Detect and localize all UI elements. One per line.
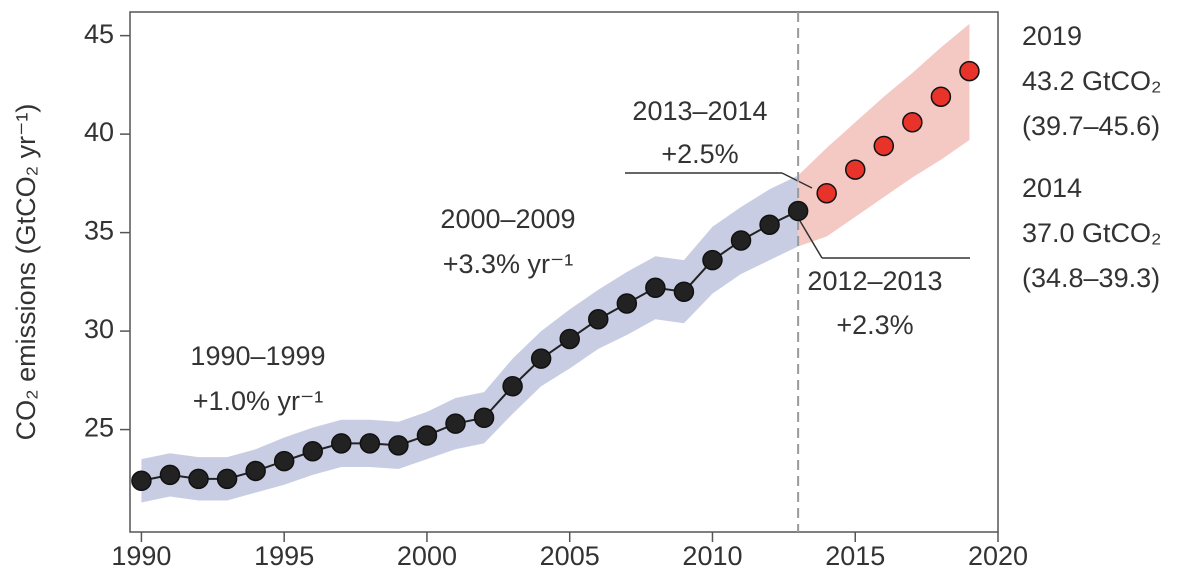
data-point [730,230,752,251]
data-point [159,464,181,486]
annotation: 2012–2013 [807,266,942,296]
data-point [530,348,552,369]
data-point [873,135,895,157]
x-tick-label: 2015 [825,541,885,571]
data-point [273,450,295,472]
data-point [416,425,438,446]
y-tick-label: 35 [84,216,114,246]
annotation: 1990–1999 [190,341,325,371]
annotation: +2.5% [661,139,738,169]
data-point [816,182,837,204]
annotation: +3.3% yr⁻¹ [443,249,574,279]
data-point [559,328,580,350]
data-point [502,375,523,397]
annotation: 2019 [1022,21,1082,51]
data-point [188,468,209,490]
data-point [588,309,609,330]
data-point [673,281,695,302]
annotation: (34.8–39.3) [1022,263,1160,293]
data-point [245,460,266,482]
data-point [216,468,238,490]
data-point [302,440,323,462]
annotation: +1.0% yr⁻¹ [193,386,324,416]
y-tick-label: 30 [84,314,114,344]
x-tick-label: 2020 [968,541,1028,571]
leader-line [781,172,813,189]
annotation: 2013–2014 [632,96,767,126]
x-tick-label: 2010 [682,541,742,571]
uncertainty-band [141,175,799,503]
data-point [645,277,666,299]
annotation: 2000–2009 [440,204,575,234]
data-point [902,112,923,133]
annotation: 43.2 GtCO₂ [1022,66,1162,96]
y-axis-label: CO₂ emissions (GtCO₂ yr⁻¹) [11,104,41,441]
data-point [959,60,980,82]
annotation: +2.3% [836,310,913,340]
annotation: 2014 [1022,173,1082,203]
data-point [702,249,723,271]
x-tick-label: 1995 [254,541,314,571]
data-point [616,293,638,314]
leader-line [799,220,823,259]
y-tick-label: 40 [84,117,114,147]
bands [141,23,970,503]
x-tick-label: 1990 [111,541,171,571]
data-point [445,413,466,434]
data-point [844,159,866,180]
data-point [388,435,409,456]
data-point [930,86,952,107]
x-tick-label: 2000 [397,541,457,571]
annotation: (39.7–45.6) [1022,111,1160,141]
y-tick-label: 45 [84,19,114,49]
data-point [787,200,809,222]
data-point [131,470,152,492]
data-point [331,433,352,454]
data-point [473,407,495,429]
data-point [759,214,780,235]
annotation: 37.0 GtCO₂ [1022,218,1162,248]
x-tick-label: 2005 [540,541,600,571]
uncertainty-band [798,23,970,247]
y-tick-label: 25 [84,413,114,443]
plot-frame [129,11,999,533]
data-point [359,433,381,454]
